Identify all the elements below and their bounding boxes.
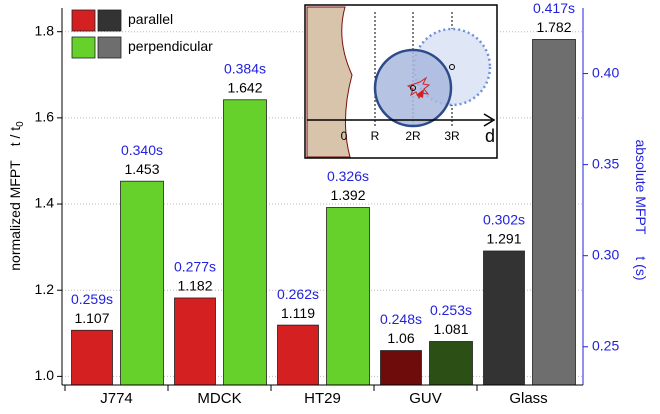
value-label: 1.291 [486, 231, 521, 247]
bar [120, 180, 164, 386]
y-tick-label: 1.6 [35, 109, 55, 125]
y2-label-text: absolute MFPT [633, 139, 649, 234]
y-tick-label: 1.8 [35, 22, 55, 38]
y2-tick-label: 0.35 [592, 155, 619, 171]
value-label: 1.119 [281, 305, 315, 321]
bar [483, 250, 525, 386]
inset-label: R [371, 129, 380, 143]
bar [380, 350, 422, 386]
time-label: 0.262s [277, 286, 319, 302]
inset-arrowhead [483, 113, 496, 127]
y2-label-symbol: t (s) [633, 256, 649, 280]
value-label: 1.782 [536, 19, 571, 35]
inset-point [410, 85, 416, 91]
bar [532, 39, 576, 386]
y-label-subscript: 0 [15, 121, 26, 127]
time-label: 0.277s [174, 259, 216, 275]
value-label: 1.392 [330, 187, 365, 203]
y-axis-label: normalized MFPT t / t0 [7, 121, 26, 271]
value-label: 1.642 [227, 79, 262, 95]
time-label: 0.248s [380, 311, 422, 327]
value-label: 1.081 [433, 321, 468, 337]
legend-swatch [97, 36, 122, 59]
inset-label: 2R [405, 129, 421, 143]
inset-label: 0 [341, 129, 348, 143]
time-label: 0.259s [71, 291, 113, 307]
time-label: 0.253s [430, 302, 472, 318]
y-label-symbol: t / t [7, 127, 23, 147]
value-label: 1.182 [177, 278, 212, 294]
inset-label: 3R [444, 129, 460, 143]
value-label: 1.453 [124, 161, 159, 177]
time-label: 0.326s [327, 168, 369, 184]
inset-diagram: 0 R 2R 3R d [304, 4, 498, 159]
x-tick-label: Glass [509, 390, 547, 407]
value-label: 1.06 [387, 330, 414, 346]
legend-label: perpendicular [128, 38, 213, 54]
y2-tick-label: 0.40 [592, 64, 619, 80]
y-label-text: normalized MFPT [7, 160, 23, 271]
inset-circle [373, 48, 453, 128]
legend-swatch [71, 9, 96, 32]
value-label: 1.107 [74, 310, 109, 326]
time-label: 0.417s [533, 0, 575, 16]
bar [326, 207, 370, 386]
y-tick-label: 1.4 [35, 195, 55, 211]
inset-axis-label: d [485, 126, 495, 146]
legend-swatch [97, 9, 122, 32]
bar [223, 99, 267, 386]
y-tick-label: 1.0 [35, 367, 55, 383]
time-label: 0.302s [483, 212, 525, 228]
inset-point [449, 64, 455, 70]
bar [277, 324, 319, 386]
y2-axis-label: absolute MFPT t (s) [633, 139, 649, 280]
x-tick-label: MDCK [197, 390, 241, 407]
time-label: 0.340s [121, 142, 163, 158]
bar [71, 329, 113, 386]
x-tick-label: GUV [409, 390, 442, 407]
x-tick-label: HT29 [304, 390, 341, 407]
bar [174, 297, 216, 386]
y2-tick-label: 0.25 [592, 337, 619, 353]
x-tick-label: J774 [100, 390, 133, 407]
bar [429, 341, 473, 386]
legend-swatch [71, 36, 96, 59]
time-label: 0.384s [224, 60, 266, 76]
legend-label: parallel [128, 11, 173, 27]
y-tick-label: 1.2 [35, 281, 55, 297]
y2-tick-label: 0.30 [592, 246, 619, 262]
inset-arrow [416, 89, 424, 98]
